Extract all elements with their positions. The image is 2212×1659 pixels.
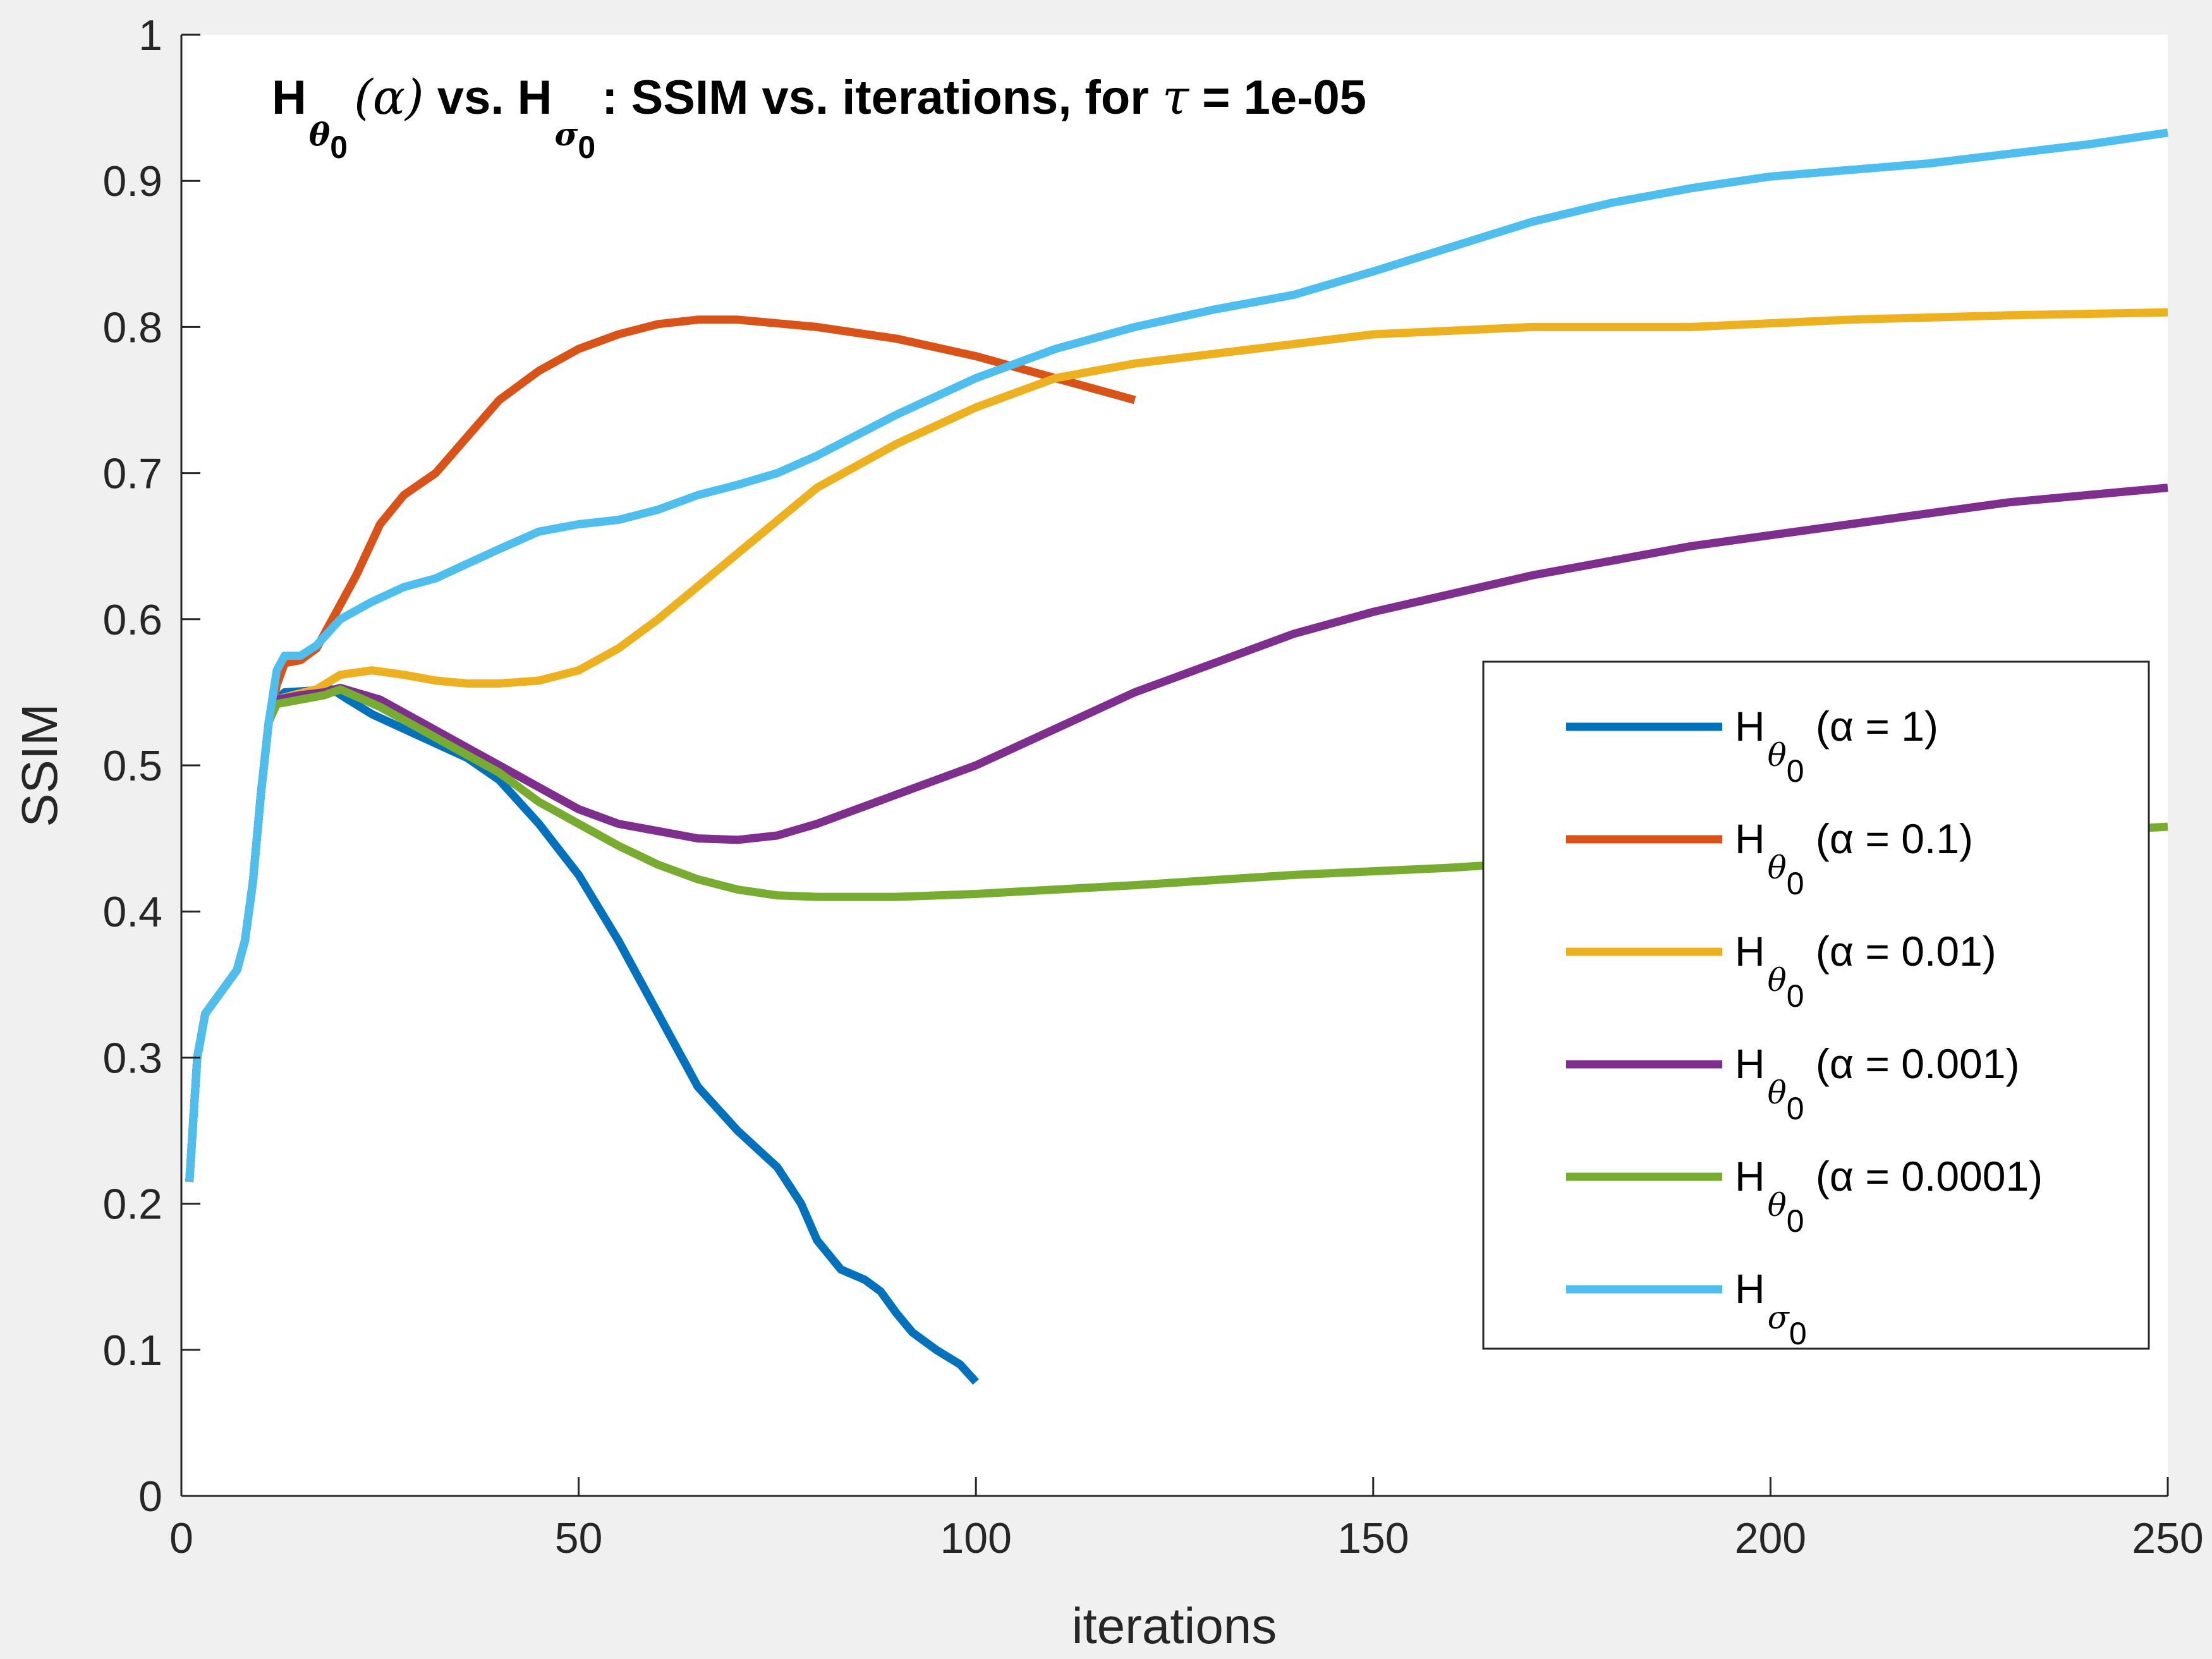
legend-label-1: Hθ0 (α = 0.1) [1735,815,1973,901]
legend: Hθ0 (α = 1) Hθ0 (α = 0.1) Hθ0 (α = 0.01) Hθ… [1482,660,2150,1351]
y-tick-label: 0.8 [102,303,162,351]
y-tick-label: 1 [138,11,162,59]
legend-label-3: Hθ0 (α = 0.001) [1735,1040,2019,1126]
legend-label-5: Hσ0 [1735,1265,1807,1351]
y-tick-label: 0.9 [102,157,162,205]
y-tick-label: 0.5 [102,742,162,790]
x-tick-label: 100 [940,1514,1011,1562]
y-tick-label: 0.2 [102,1181,162,1229]
x-tick-label: 250 [2132,1514,2203,1562]
legend-items: Hθ0 (α = 1) Hθ0 (α = 0.1) Hθ0 (α = 0.01) Hθ… [1566,703,2043,1351]
x-tick-label: 50 [555,1514,603,1562]
x-tick-label: 200 [1735,1514,1806,1562]
y-tick-label: 0.7 [102,450,162,498]
legend-label-2: Hθ0 (α = 0.01) [1735,928,1996,1014]
y-axis-label: SSIM [11,703,68,827]
y-tick-label: 0.1 [102,1327,162,1375]
x-tick-label: 0 [169,1514,193,1562]
legend-label-0: Hθ0 (α = 1) [1735,703,1938,789]
y-tick-label: 0.4 [102,888,162,936]
series-layer [185,128,2168,1385]
series-line-5 [185,128,2168,1182]
y-tick-label: 0 [138,1473,162,1521]
axes: 0 50 100 150 200 250 0 0.1 0.2 0.3 0.4 0.5 0.6 0.7 0.8… [102,11,2203,1562]
legend-label-4: Hθ0 (α = 0.0001) [1735,1153,2043,1239]
x-axis-label: iterations [1072,1598,1277,1654]
y-tick-label: 0.3 [102,1034,162,1082]
chart-title: Hθ0(α) vs. Hσ0: SSIM vs. iterations, for… [272,69,1366,165]
legend-box [1482,660,2150,1350]
y-tick-label: 0.6 [102,596,162,644]
x-tick-label: 150 [1337,1514,1409,1562]
